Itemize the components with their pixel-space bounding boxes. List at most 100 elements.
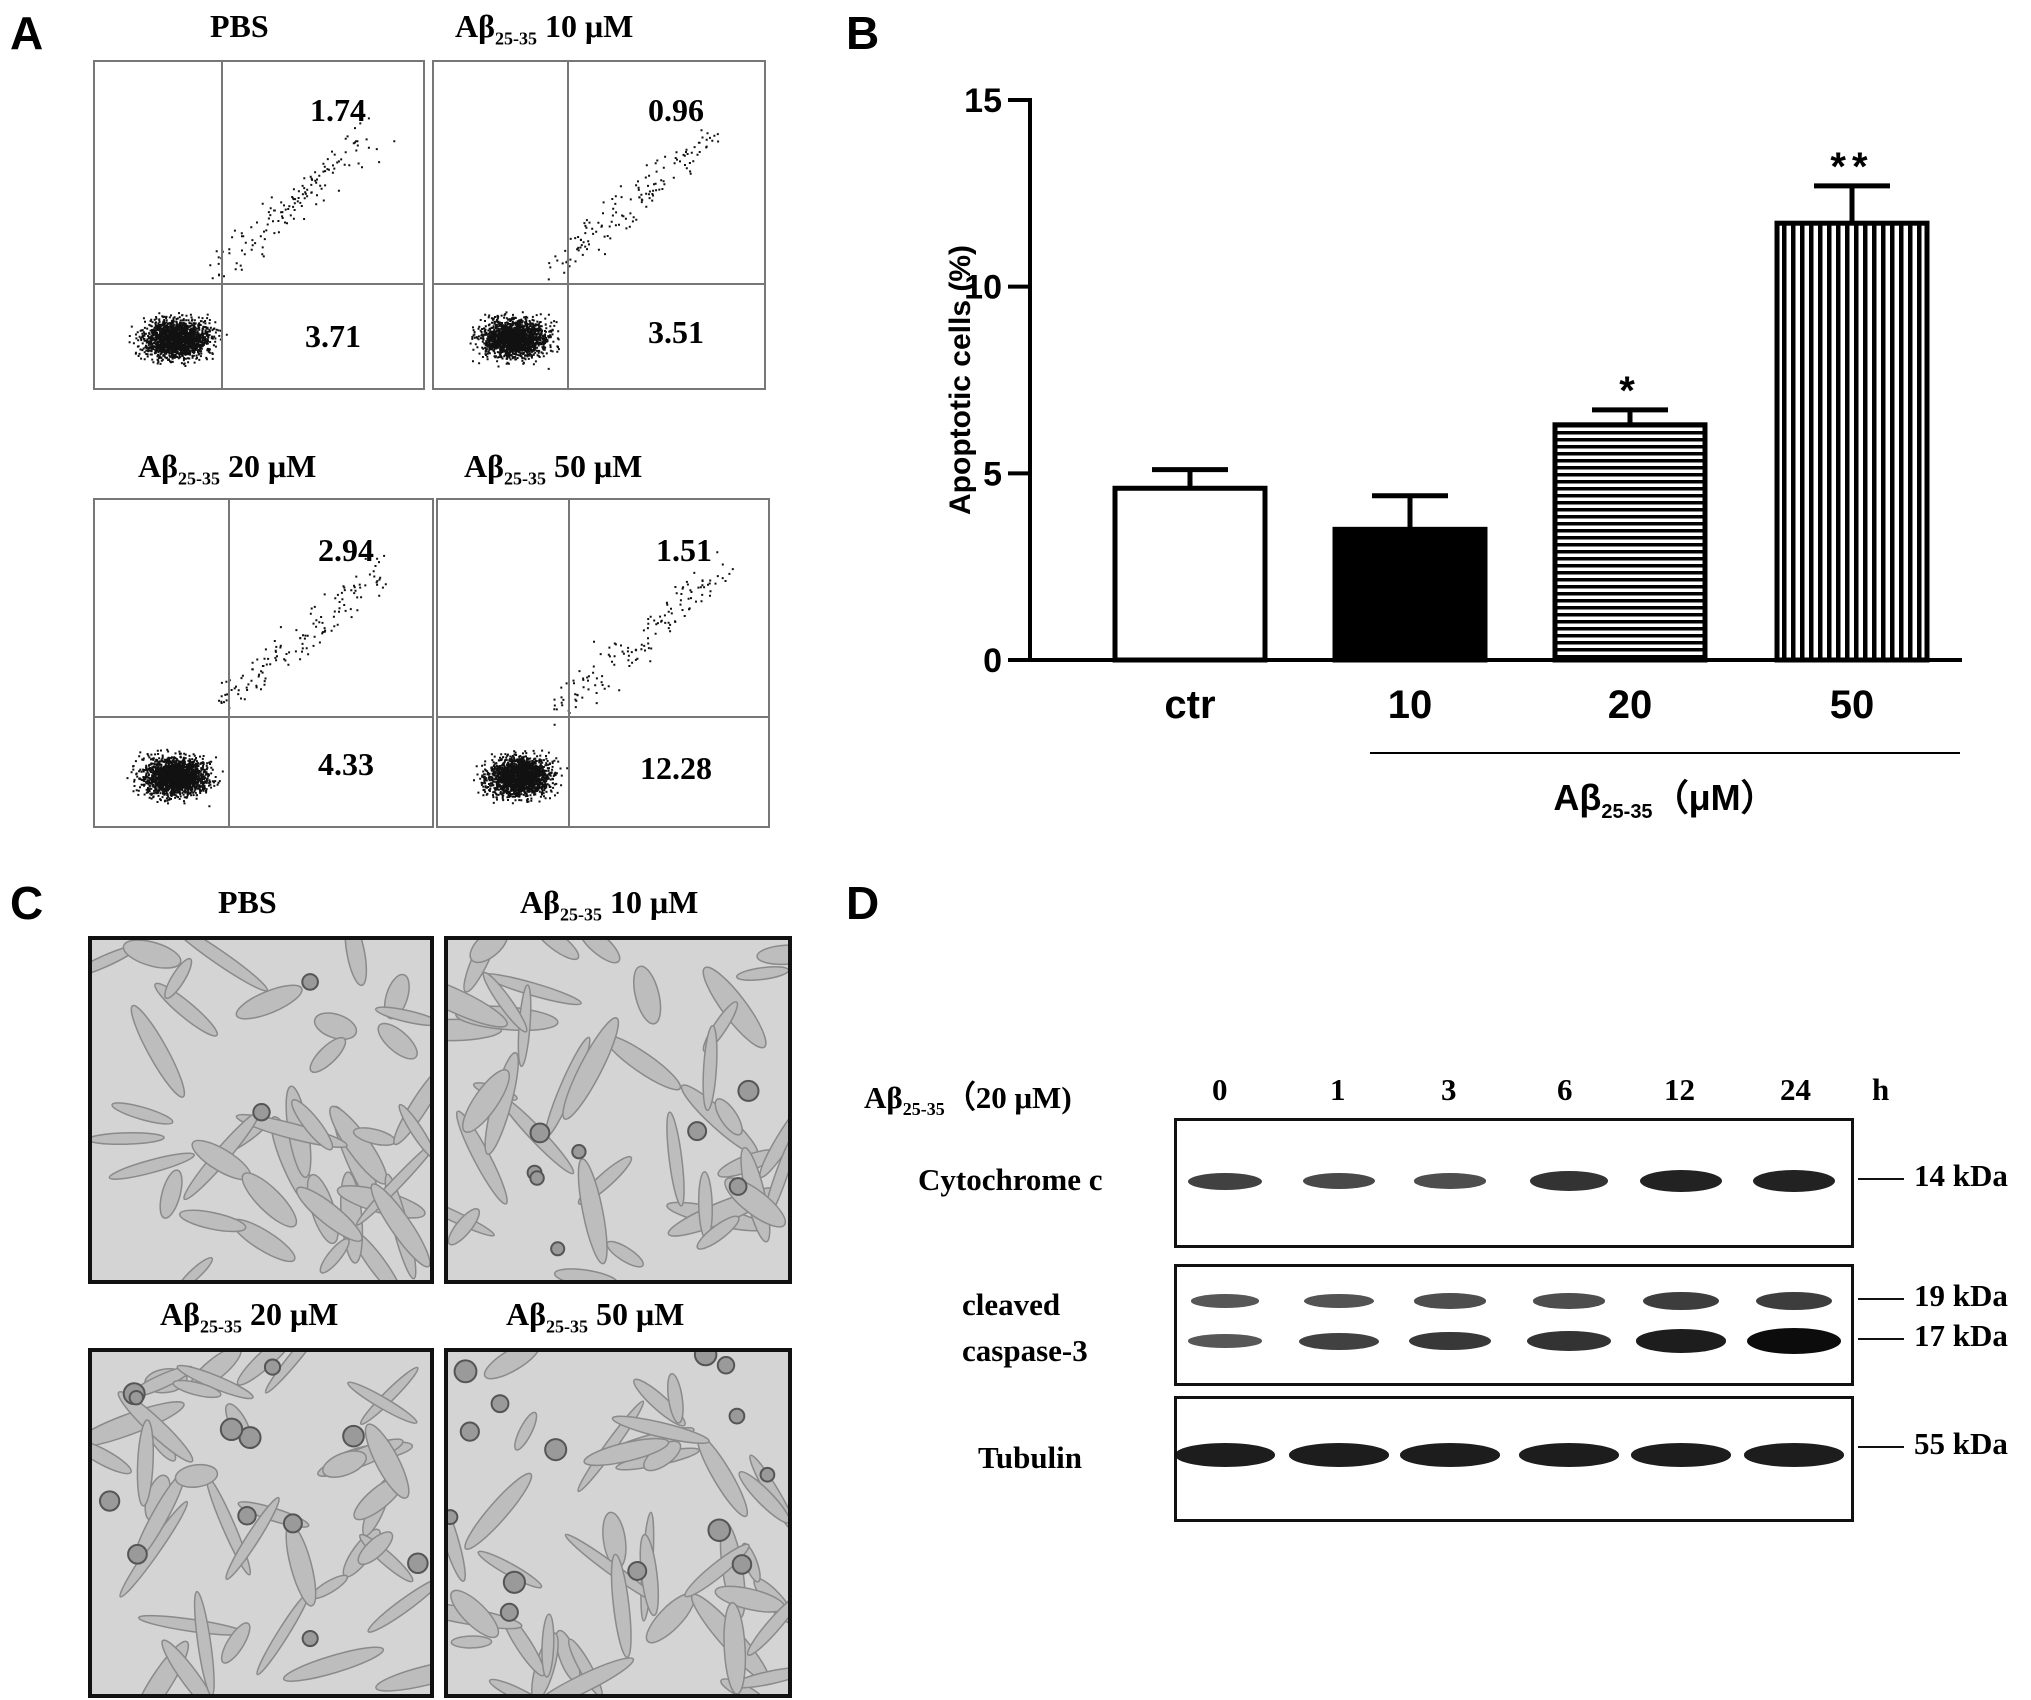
blot-band [1302, 1172, 1376, 1190]
blot-band [1399, 1443, 1501, 1467]
bar [1774, 220, 1930, 663]
y-axis-label: Apoptotic cells (%) [944, 245, 977, 515]
quadrant-divider-horizontal [95, 283, 423, 285]
y-tick-label: 10 [964, 269, 1002, 307]
cell-image [92, 1352, 430, 1694]
mw-marker-label: 55 kDa [1914, 1426, 2008, 1461]
quadrant-divider-vertical [228, 500, 230, 826]
flow-plot-title: PBS [210, 8, 269, 44]
x-category-label: ctr [1164, 683, 1215, 727]
upper-right-percentage: 2.94 [318, 532, 374, 568]
blot-band [1174, 1443, 1276, 1467]
blot-band [1756, 1292, 1832, 1310]
upper-right-percentage: 1.74 [310, 92, 366, 128]
micrograph-title: Aβ25-35 50 μM [506, 1296, 685, 1337]
scatter-dots [473, 551, 734, 805]
x-category-label: 10 [1388, 683, 1433, 727]
blot-band [1526, 1331, 1612, 1351]
blot-band [1643, 1292, 1719, 1310]
mw-marker-line [1858, 1298, 1904, 1300]
blot-cleaved-caspase-3 [1174, 1264, 1854, 1386]
timepoint-label: 24 [1780, 1072, 1811, 1107]
panel-label-c: C [10, 877, 44, 929]
mw-marker-label: 14 kDa [1914, 1158, 2008, 1193]
significance-label: ** [1830, 145, 1873, 189]
timepoint-label: 3 [1441, 1072, 1457, 1107]
quadrant-divider-vertical [567, 62, 569, 388]
quadrant-divider-vertical [568, 500, 570, 826]
blot-band [1752, 1169, 1836, 1193]
cell-image [448, 1352, 788, 1694]
blot-band [1414, 1293, 1486, 1309]
y-tick-label: 15 [964, 82, 1002, 120]
bar [1552, 422, 1708, 663]
micrograph-10um [444, 936, 792, 1284]
micrograph-title: Aβ25-35 20 μM [160, 1296, 339, 1337]
lower-right-percentage: 12.28 [640, 750, 712, 786]
blot-band [1414, 1173, 1486, 1189]
blot-cytochrome-c [1174, 1118, 1854, 1248]
quadrant-divider-vertical [221, 62, 223, 388]
micrograph-pbs [88, 936, 434, 1284]
bar-chart: 0 5 10 15 Apoptotic cells (%) ctr 10 * 20 ** 50 Aβ2… [944, 82, 1962, 823]
mw-marker-line [1858, 1446, 1904, 1448]
significance-label: * [1619, 369, 1641, 413]
flow-plot-title: Aβ25-35 20 μM [138, 448, 317, 489]
x-category-label: 20 [1608, 683, 1653, 727]
blot-band [1529, 1171, 1609, 1191]
timepoint-label: 6 [1557, 1072, 1573, 1107]
blot-label-cleaved-caspase-3: cleaved caspase-3 [962, 1287, 1088, 1368]
flow-plot-10um [432, 60, 766, 390]
blot-band [1746, 1328, 1842, 1354]
bar [1332, 526, 1488, 663]
bar [1112, 485, 1268, 663]
lower-right-percentage: 3.51 [648, 314, 704, 350]
micrograph-20um [88, 1348, 434, 1698]
flow-plot-title: Aβ25-35 10 μM [455, 8, 634, 49]
blot-label-tubulin: Tubulin [978, 1440, 1083, 1475]
blot-band [1630, 1443, 1732, 1467]
upper-right-percentage: 1.51 [656, 532, 712, 568]
chart-labels: 0 5 10 15 Apoptotic cells (%) ctr 10 * 20 ** 50 Aβ2… [944, 82, 1874, 823]
blot-tubulin [1174, 1396, 1854, 1522]
blot-band [1304, 1293, 1374, 1309]
blot-band [1743, 1443, 1845, 1467]
cell-image [448, 940, 788, 1280]
treatment-label: Aβ25-35（20 μM) [864, 1080, 1072, 1120]
flow-plot-pbs [93, 60, 425, 390]
lower-right-percentage: 4.33 [318, 746, 374, 782]
scatter-dots [126, 554, 387, 808]
lower-right-percentage: 3.71 [305, 318, 361, 354]
mw-marker-label: 19 kDa [1914, 1278, 2008, 1313]
blot-band [1408, 1331, 1492, 1351]
timepoint-label: 1 [1330, 1072, 1346, 1107]
panel-label-a: A [10, 7, 44, 59]
panel-label-d: D [846, 877, 880, 929]
y-tick-label: 0 [983, 642, 1002, 680]
flow-plot-20um [93, 498, 434, 828]
upper-right-percentage: 0.96 [648, 92, 704, 128]
timepoint-label: 0 [1212, 1072, 1228, 1107]
mw-marker-line [1858, 1178, 1904, 1180]
scatter-dots [469, 129, 720, 370]
mw-marker-line [1858, 1338, 1904, 1340]
blot-band [1639, 1169, 1723, 1193]
flow-plot-title: Aβ25-35 50 μM [464, 448, 643, 489]
flow-plot-50um [436, 498, 770, 828]
blot-band [1288, 1443, 1390, 1467]
blot-band [1533, 1293, 1605, 1309]
quadrant-divider-horizontal [95, 716, 432, 718]
mw-marker-label: 17 kDa [1914, 1318, 2008, 1353]
quadrant-divider-horizontal [434, 283, 764, 285]
micrograph-title: PBS [218, 884, 277, 920]
time-unit-label: h [1872, 1072, 1890, 1107]
micrograph-title: Aβ25-35 10 μM [520, 884, 699, 925]
blot-band [1188, 1334, 1262, 1348]
x-category-label: 50 [1830, 683, 1875, 727]
blot-band [1188, 1172, 1262, 1190]
quadrant-divider-horizontal [438, 716, 768, 718]
blot-band [1635, 1329, 1727, 1353]
x-axis-label: Aβ25-35（μM） [1553, 777, 1776, 823]
scatter-dots [128, 117, 396, 368]
micrograph-50um [444, 1348, 792, 1698]
